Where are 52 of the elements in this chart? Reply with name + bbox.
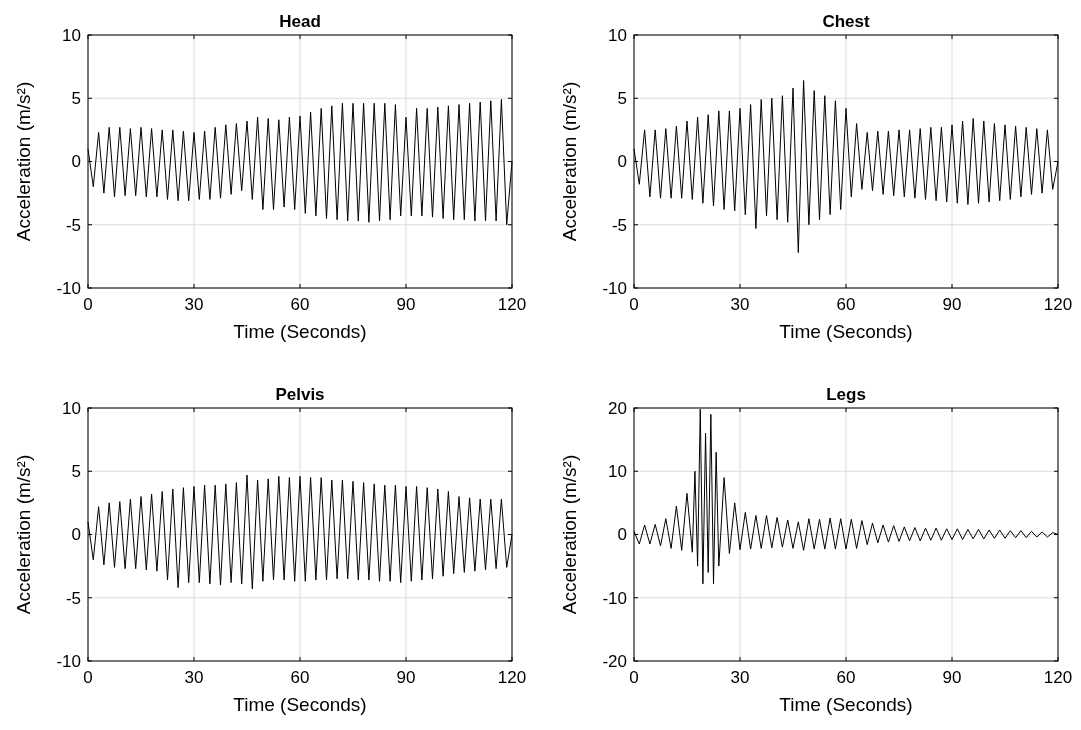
y-axis-title: Acceleration (m/s²): [13, 454, 34, 615]
y-tick-label: 10: [608, 462, 627, 482]
x-tick-label: 120: [497, 295, 527, 314]
y-tick-label: 5: [71, 89, 81, 109]
x-tick-label: 120: [1043, 295, 1073, 314]
x-tick-label: 0: [629, 295, 639, 314]
x-tick-label: 30: [730, 668, 750, 687]
y-tick-label: 0: [71, 525, 81, 545]
x-tick-label: 60: [290, 295, 310, 314]
y-tick-label: 10: [62, 398, 81, 418]
y-tick-label: -10: [56, 651, 81, 671]
x-tick-label: 30: [184, 295, 204, 314]
chart-title: Chest: [822, 12, 870, 31]
x-axis-title: Time (Seconds): [779, 694, 913, 715]
y-tick-label: -20: [602, 651, 627, 671]
y-tick-label: -5: [611, 215, 627, 235]
y-tick-label: -10: [602, 588, 627, 608]
x-axis-title: Time (Seconds): [233, 321, 367, 342]
y-tick-label: 10: [62, 25, 81, 45]
y-tick-label: 20: [608, 398, 627, 418]
y-axis-title: Acceleration (m/s²): [559, 81, 580, 242]
x-tick-label: 120: [1043, 668, 1073, 687]
y-tick-label: -10: [602, 278, 627, 298]
x-tick-label: 30: [184, 668, 204, 687]
y-tick-label: -10: [56, 278, 81, 298]
x-axis-title: Time (Seconds): [779, 321, 913, 342]
chart-title: Head: [279, 12, 321, 31]
x-tick-label: 90: [942, 668, 962, 687]
x-tick-label: 0: [83, 295, 93, 314]
y-axis-title: Acceleration (m/s²): [559, 454, 580, 615]
y-tick-label: 0: [71, 152, 81, 172]
x-tick-label: 60: [836, 295, 856, 314]
y-tick-label: -5: [65, 215, 81, 235]
chart-title: Pelvis: [275, 385, 325, 404]
y-axis-title: Acceleration (m/s²): [13, 81, 34, 242]
x-tick-label: 0: [629, 668, 639, 687]
x-tick-label: 60: [290, 668, 310, 687]
y-tick-label: 5: [71, 462, 81, 482]
y-tick-label: 0: [617, 152, 627, 172]
chart-title: Legs: [826, 385, 866, 404]
y-tick-label: 10: [608, 25, 627, 45]
x-tick-label: 90: [396, 668, 416, 687]
x-tick-label: 90: [942, 295, 962, 314]
y-tick-label: -5: [65, 588, 81, 608]
x-tick-label: 90: [396, 295, 416, 314]
y-tick-label: 5: [617, 89, 627, 109]
y-tick-label: 0: [617, 525, 627, 545]
x-tick-label: 30: [730, 295, 750, 314]
x-axis-title: Time (Seconds): [233, 694, 367, 715]
x-tick-label: 60: [836, 668, 856, 687]
x-tick-label: 120: [497, 668, 527, 687]
x-tick-label: 0: [83, 668, 93, 687]
